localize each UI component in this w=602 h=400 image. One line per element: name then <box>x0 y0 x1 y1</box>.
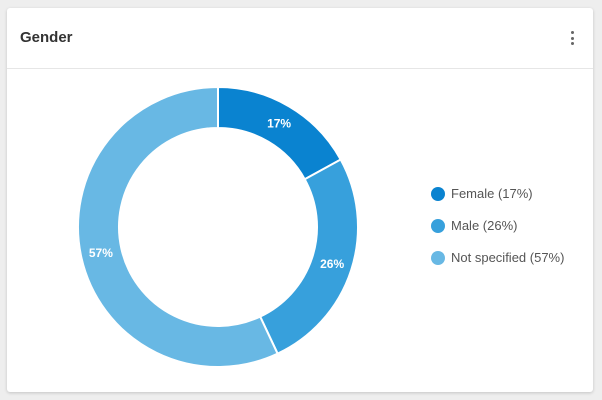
legend-item-male[interactable]: Male (26%) <box>431 217 564 249</box>
slice-data-label: 26% <box>320 257 344 271</box>
gender-card: Gender 17% 26% 57% Female (17%) Male (26%)… <box>7 8 593 392</box>
legend-label: Female (17%) <box>451 186 533 201</box>
legend-item-not-specified[interactable]: Not specified (57%) <box>431 249 564 281</box>
legend-label: Not specified (57%) <box>451 250 565 265</box>
chart-legend: Female (17%) Male (26%) Not specified (5… <box>431 185 564 281</box>
donut-chart: 17% 26% 57% <box>77 85 359 368</box>
slice-data-label: 17% <box>267 117 291 131</box>
legend-label: Male (26%) <box>451 218 518 233</box>
legend-swatch <box>431 251 445 265</box>
card-title: Gender <box>20 29 73 46</box>
more-options-button[interactable] <box>561 26 585 50</box>
legend-item-female[interactable]: Female (17%) <box>431 185 564 217</box>
donut-slice-0[interactable] <box>217 85 343 181</box>
slice-data-label: 57% <box>89 246 113 260</box>
legend-swatch <box>431 187 445 201</box>
legend-swatch <box>431 219 445 233</box>
donut-slice-2[interactable] <box>77 85 279 368</box>
card-header: Gender <box>7 8 593 69</box>
